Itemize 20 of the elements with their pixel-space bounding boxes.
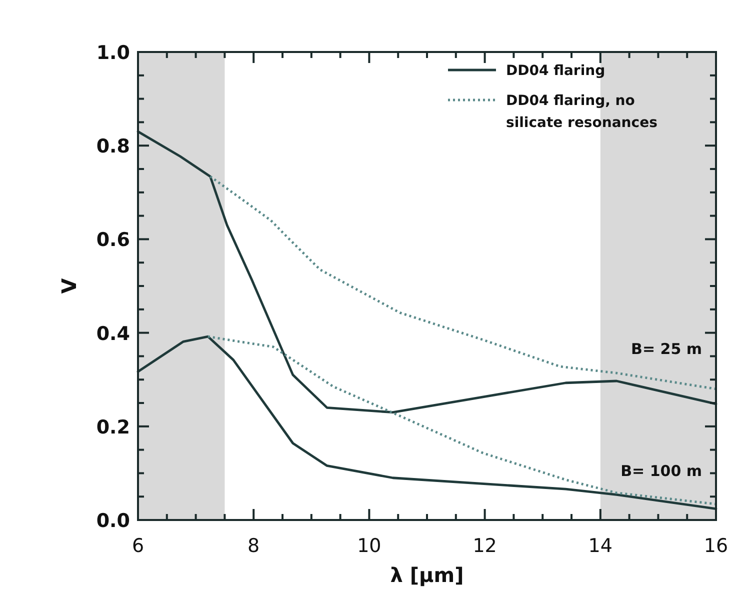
x-tick-label: 16 xyxy=(704,535,728,557)
x-tick-label: 10 xyxy=(357,535,382,557)
legend-label: DD04 flaring, no silicate resonances xyxy=(506,93,658,131)
y-axis-title: V xyxy=(57,278,81,294)
x-tick-label: 14 xyxy=(588,535,612,557)
x-tick-label: 12 xyxy=(472,535,497,557)
line-series xyxy=(136,130,718,414)
x-axis-title: λ [μm] xyxy=(390,563,464,587)
y-tick-label: 0.4 xyxy=(96,322,130,345)
y-tick-label: 0.8 xyxy=(96,136,130,158)
y-tick-label: 0.2 xyxy=(96,416,130,438)
y-tick-label: 0.0 xyxy=(96,510,130,532)
annotation: B= 100 m xyxy=(620,462,702,480)
line-series xyxy=(209,175,718,390)
y-tick-label: 1.0 xyxy=(96,42,130,64)
annotation: B= 25 m xyxy=(631,340,702,358)
x-tick-label: 8 xyxy=(248,535,260,557)
x-tick-label: 6 xyxy=(132,535,144,557)
legend-label: DD04 flaring xyxy=(506,63,606,79)
y-tick-label: 0.6 xyxy=(96,229,130,252)
